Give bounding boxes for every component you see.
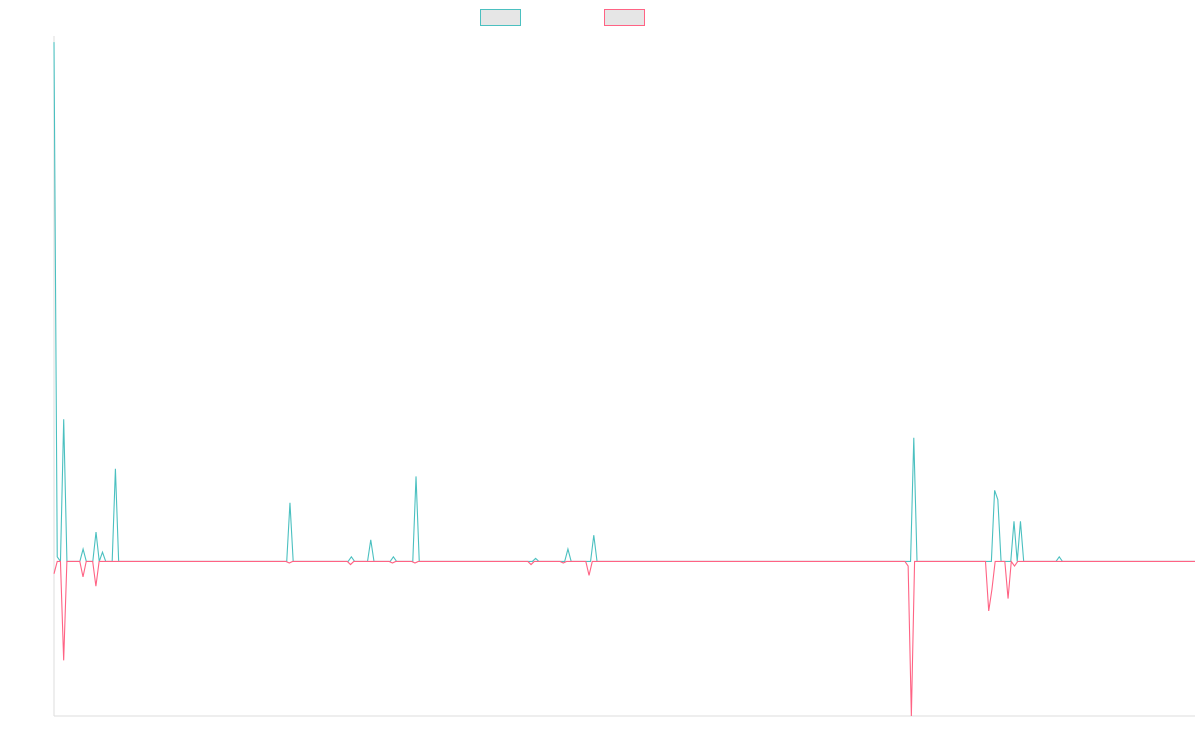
series-lines	[53, 42, 1195, 717]
axes	[53, 36, 1195, 717]
legend-swatch-1[interactable]	[480, 9, 521, 26]
series-line-1	[53, 42, 1195, 564]
legend[interactable]	[480, 9, 645, 26]
series-line-2	[53, 559, 1195, 717]
legend-swatch-2[interactable]	[604, 9, 645, 26]
